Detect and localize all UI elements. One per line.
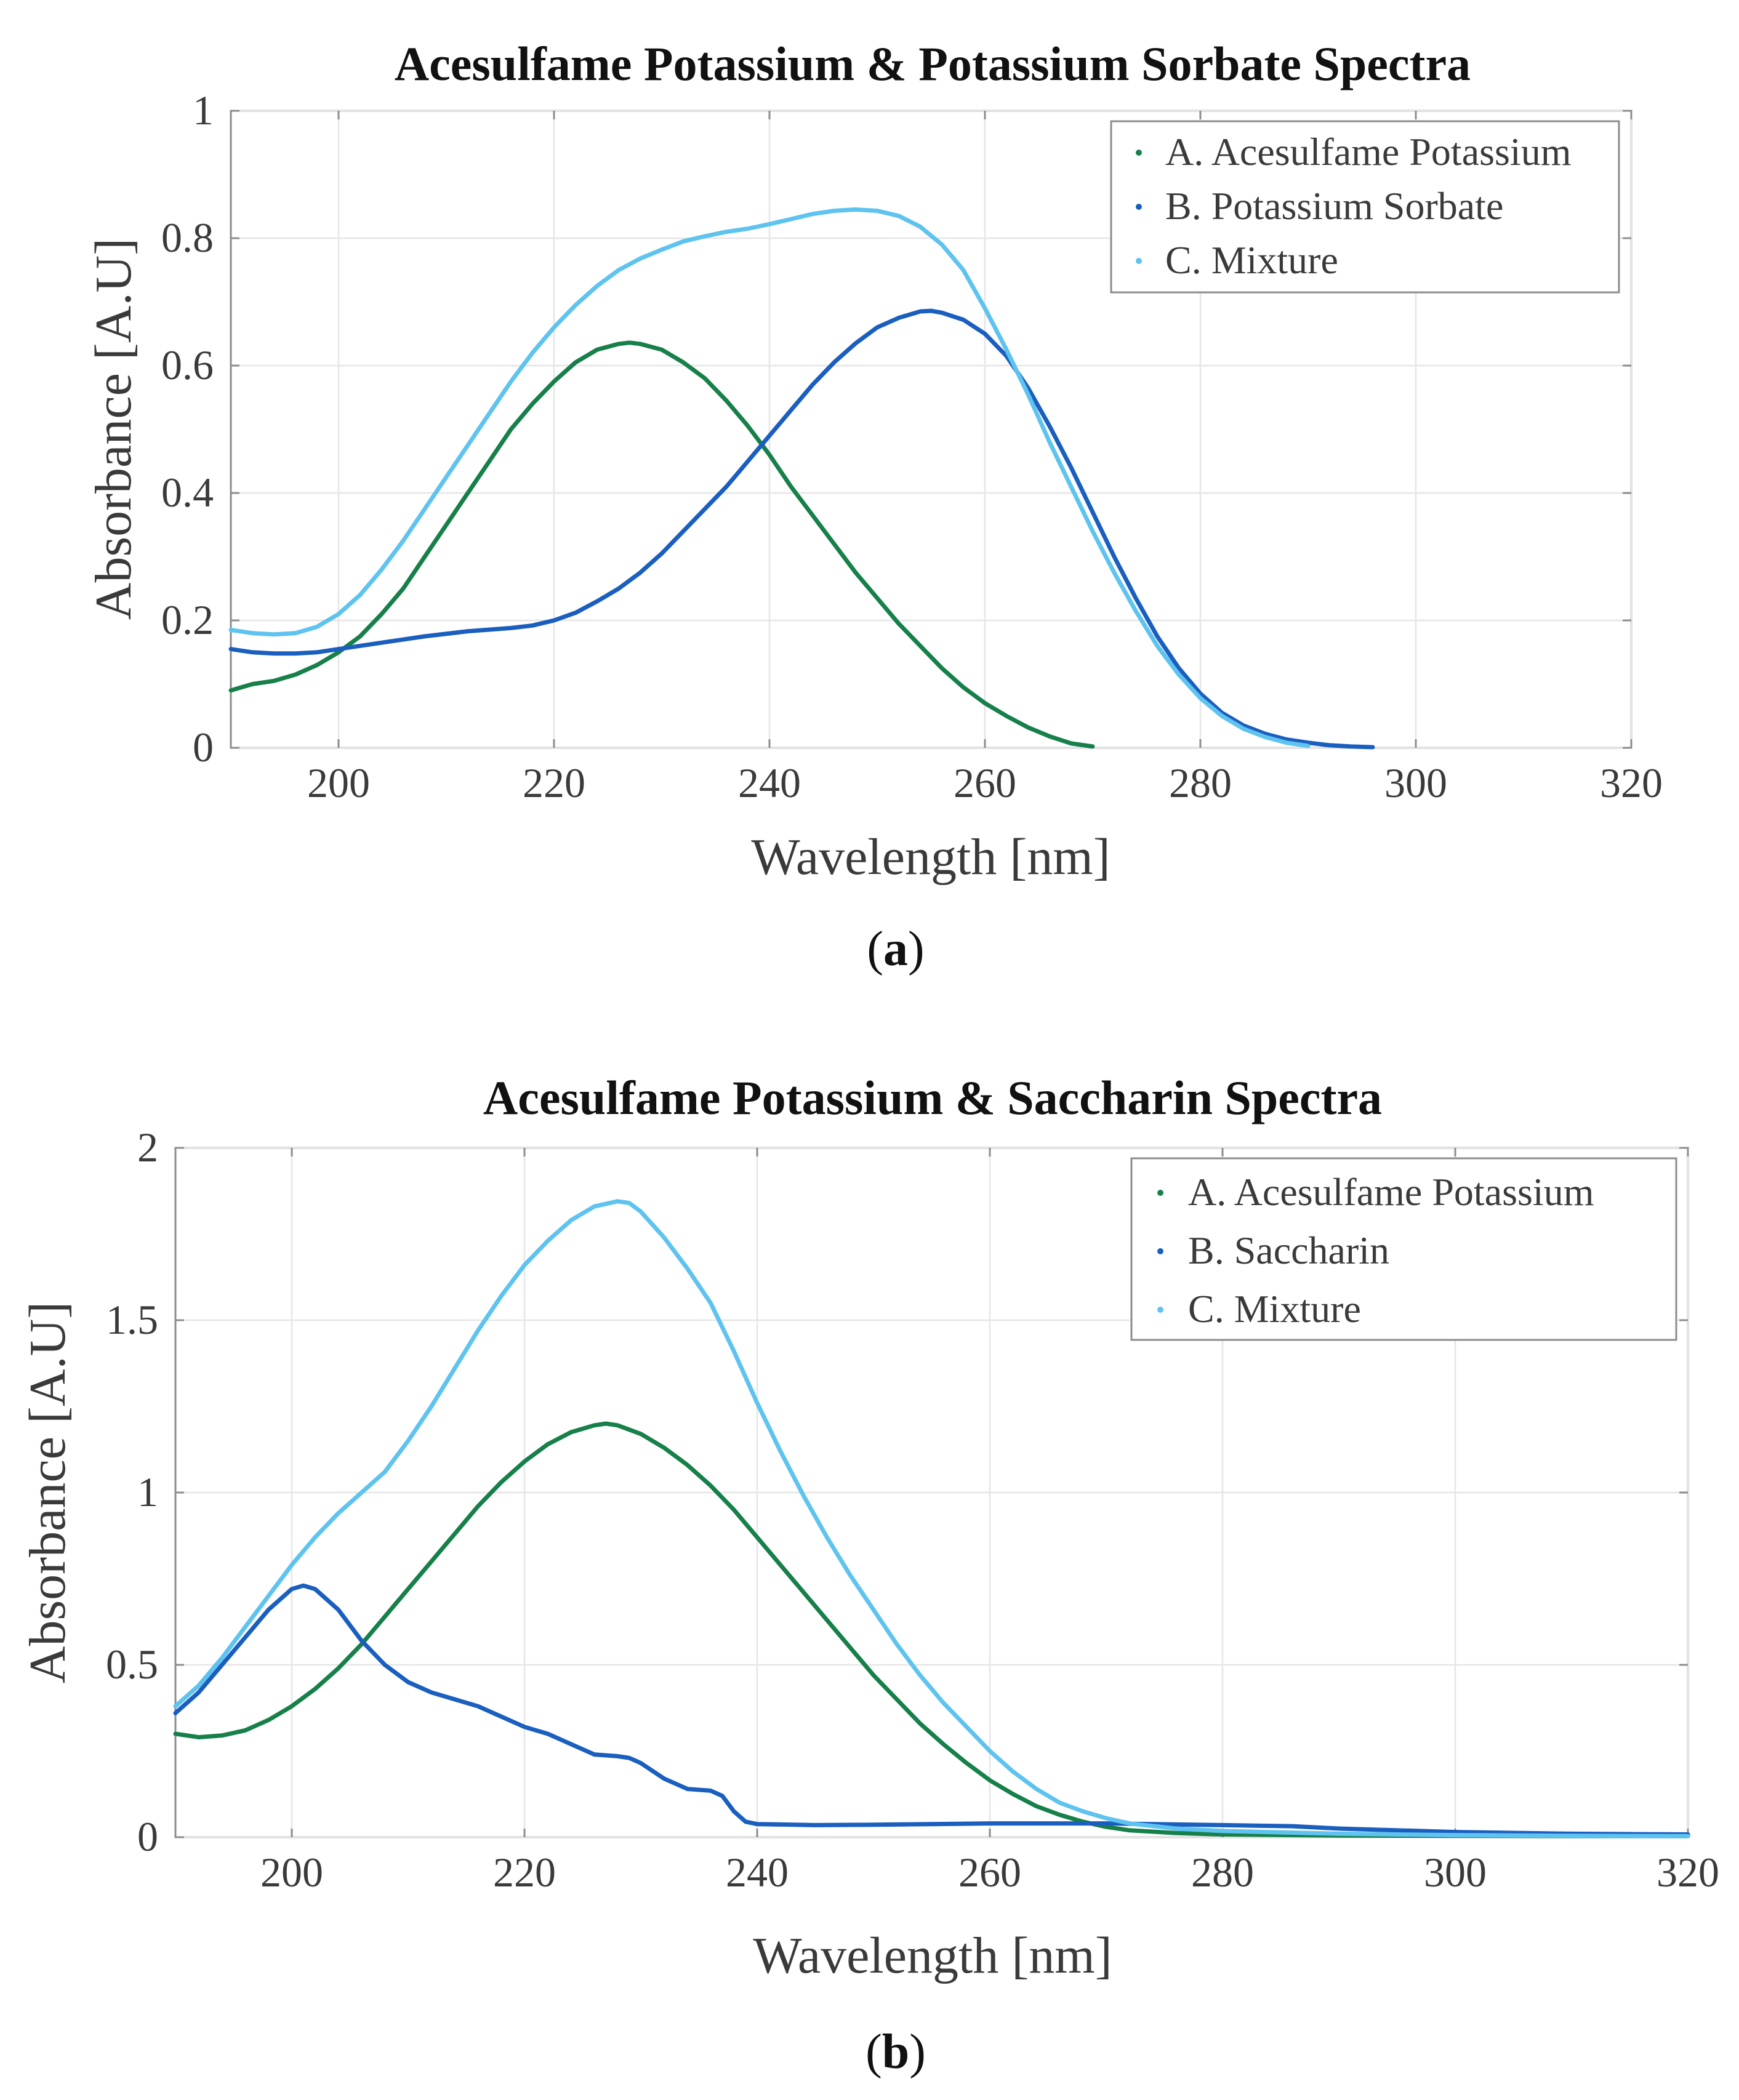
- x-tick-label: 260: [954, 759, 1016, 806]
- y-tick-labels: 0 0.2 0.4 0.6 0.8 1: [161, 87, 214, 771]
- legend-entry: C. Mixture: [1188, 1287, 1361, 1331]
- legend-marker: [1136, 258, 1142, 264]
- y-tick-label: 1: [193, 87, 214, 134]
- x-tick-label: 300: [1424, 1849, 1487, 1896]
- tick-marks: [175, 1147, 1689, 1838]
- series-line-2: [173, 1583, 1690, 1837]
- y-tick-label: 2: [137, 1124, 158, 1171]
- y-tick-label: 0.6: [161, 342, 214, 388]
- x-tick-labels: 200 220 240 260 280 300 320: [307, 759, 1663, 806]
- legend-entry: B. Potassium Sorbate: [1165, 184, 1503, 228]
- x-tick-label: 280: [1169, 759, 1232, 806]
- series-line-3: [228, 207, 1311, 748]
- chart-title: Acesulfame Potassium & Saccharin Spectra: [483, 1071, 1382, 1124]
- y-tick-label: 0.4: [161, 469, 214, 516]
- x-tick-label: 300: [1384, 759, 1447, 806]
- series-lines: [173, 1199, 1690, 1838]
- legend-marker: [1136, 150, 1142, 156]
- x-tick-label: 200: [260, 1849, 323, 1896]
- legend: A. Acesulfame Potassium B. Potassium Sor…: [1110, 120, 1620, 294]
- x-tick-label: 260: [958, 1849, 1021, 1896]
- legend-marker: [1157, 1190, 1163, 1196]
- legend-entry: B. Saccharin: [1188, 1228, 1389, 1272]
- y-tick-labels: 0 0.5 1 1.5 2: [106, 1124, 158, 1860]
- chart-panel-b: Acesulfame Potassium & Saccharin Spectra…: [19, 1071, 1719, 2079]
- legend-marker: [1157, 1307, 1163, 1313]
- y-axis-label: Absorbance [A.U]: [19, 1302, 76, 1683]
- panel-label-a: (a): [867, 922, 924, 976]
- legend-entry: C. Mixture: [1165, 238, 1338, 282]
- x-tick-label: 200: [307, 759, 370, 806]
- legend-box: [1130, 1157, 1677, 1341]
- chart-title: Acesulfame Potassium & Potassium Sorbate…: [395, 37, 1471, 90]
- y-axis-label: Absorbance [A.U]: [85, 238, 142, 620]
- x-axis-label: Wavelength [nm]: [751, 828, 1110, 886]
- series-line-2: [228, 308, 1375, 750]
- series-line-1: [228, 340, 1095, 749]
- y-tick-label: 0.2: [161, 596, 214, 643]
- legend-marker: [1136, 204, 1142, 210]
- x-tick-label: 240: [726, 1849, 789, 1896]
- y-tick-label: 0.8: [161, 214, 214, 261]
- y-tick-label: 0: [137, 1813, 158, 1860]
- series-lines: [228, 207, 1375, 750]
- chart-panel-a: Acesulfame Potassium & Potassium Sorbate…: [85, 37, 1663, 976]
- legend-box: [1110, 120, 1620, 294]
- series-line-3: [173, 1199, 1690, 1838]
- x-tick-label: 320: [1600, 759, 1663, 806]
- y-tick-label: 0.5: [106, 1641, 158, 1688]
- tick-marks: [231, 110, 1633, 749]
- y-tick-label: 1: [137, 1469, 158, 1515]
- y-tick-label: 1.5: [106, 1296, 158, 1343]
- x-tick-label: 320: [1657, 1849, 1719, 1896]
- x-tick-labels: 200 220 240 260 280 300 320: [260, 1849, 1719, 1896]
- panel-label-b: (b): [865, 2025, 926, 2079]
- legend-marker: [1157, 1248, 1163, 1254]
- legend-entry: A. Acesulfame Potassium: [1165, 130, 1571, 174]
- x-axis-label: Wavelength [nm]: [753, 1927, 1112, 1984]
- grid-lines: [231, 110, 1633, 749]
- x-tick-label: 240: [738, 759, 801, 806]
- x-tick-label: 280: [1191, 1849, 1254, 1896]
- legend-entry: A. Acesulfame Potassium: [1188, 1170, 1594, 1214]
- x-tick-label: 220: [493, 1849, 556, 1896]
- x-tick-label: 220: [523, 759, 585, 806]
- y-tick-label: 0: [193, 724, 214, 771]
- legend: A. Acesulfame Potassium B. Saccharin C. …: [1130, 1157, 1677, 1341]
